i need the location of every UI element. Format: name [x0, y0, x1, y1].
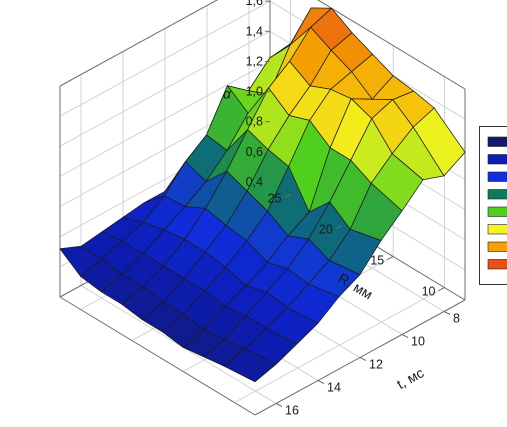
legend-swatch	[487, 171, 507, 182]
gridline-t-floor	[80, 285, 277, 404]
t-tick-label: 8	[453, 312, 460, 326]
z-tick-label: 1,6	[246, 0, 263, 8]
z-axis-title: α	[223, 86, 232, 102]
legend-swatch	[487, 224, 507, 235]
r-tick-label: 15	[370, 254, 384, 268]
t-tick-label: 12	[369, 358, 383, 372]
z-tick-label: 1,0	[246, 85, 263, 99]
legend-box	[479, 126, 507, 285]
gridline-r-floor	[234, 287, 445, 403]
r-tick-mark	[335, 225, 343, 229]
r-tick-mark	[438, 287, 445, 292]
r-tick-mark	[284, 193, 291, 198]
surface-mesh	[59, 7, 466, 383]
surface-cell	[223, 348, 277, 383]
legend-swatch	[487, 136, 507, 147]
z-tick-label: 0,8	[246, 115, 263, 129]
t-tick-mark	[275, 403, 283, 407]
t-tick-mark	[401, 334, 409, 338]
legend-swatch	[487, 206, 507, 217]
t-tick-label: 10	[411, 335, 425, 349]
t-tick-mark	[317, 380, 325, 384]
color-legend	[479, 126, 507, 285]
t-axis-title: t, мс	[394, 364, 427, 392]
r-tick-mark	[386, 256, 394, 260]
box-edge	[59, 296, 256, 416]
t-tick-label: 14	[327, 381, 341, 395]
t-tick-mark	[359, 357, 367, 361]
chart-axes: 0,40,60,81,01,21,41,61,81015202581012141…	[223, 0, 460, 418]
box-edge	[316, 0, 466, 90]
legend-swatch	[487, 189, 507, 200]
box-edge	[59, 0, 219, 87]
z-tick-label: 1,4	[246, 24, 263, 38]
r-tick-label: 25	[268, 191, 282, 205]
t-tick-mark	[443, 311, 451, 315]
r-tick-label: 10	[422, 285, 436, 299]
t-tick-label: 16	[285, 404, 299, 418]
legend-swatch	[487, 259, 507, 270]
legend-swatch	[487, 154, 507, 165]
legend-swatch	[487, 241, 507, 252]
z-tick-label: 0,6	[246, 145, 263, 159]
z-tick-label: 0,4	[246, 175, 263, 189]
z-tick-label: 1,2	[246, 54, 263, 68]
r-tick-label: 20	[319, 223, 333, 237]
